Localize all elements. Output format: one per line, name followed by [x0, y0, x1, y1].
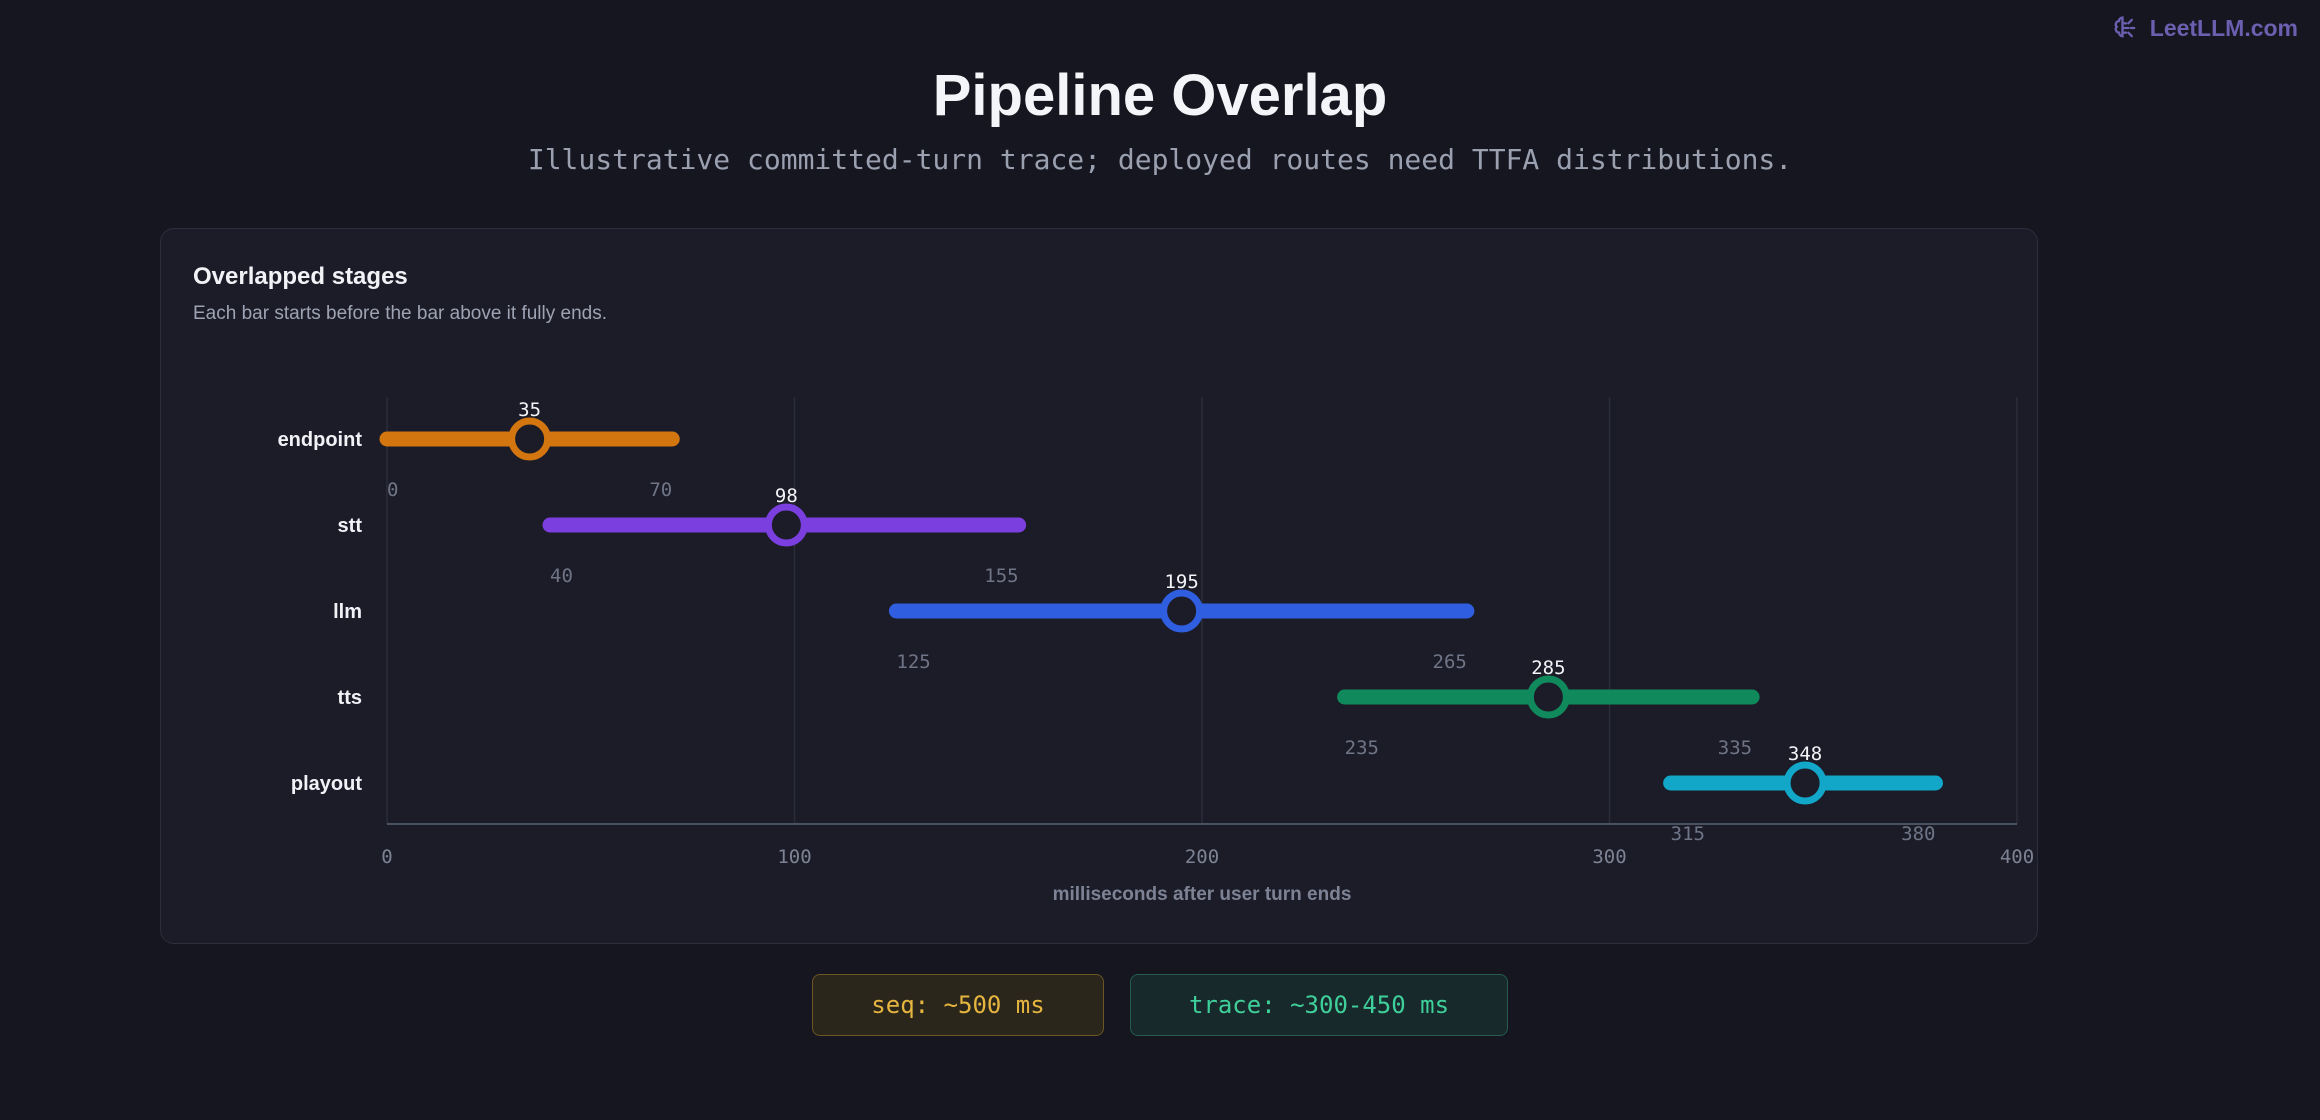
stage-marker-label-llm: 195	[1164, 571, 1198, 593]
x-axis-label: milliseconds after user turn ends	[1053, 884, 1352, 905]
x-tick-label-400: 400	[2000, 846, 2034, 868]
page-subtitle: Illustrative committed-turn trace; deplo…	[527, 143, 1793, 176]
stage-label-stt: stt	[338, 515, 363, 537]
stage-start-label-stt: 40	[550, 565, 573, 587]
stage-label-endpoint: endpoint	[278, 429, 363, 451]
stage-start-label-tts: 235	[1345, 737, 1379, 759]
stage-start-label-playout: 315	[1671, 823, 1705, 845]
stage-start-label-llm: 125	[896, 651, 930, 673]
stage-end-label-stt: 155	[984, 565, 1018, 587]
stage-marker-label-stt: 98	[775, 485, 798, 507]
stage-marker-label-endpoint: 35	[518, 399, 541, 421]
x-tick-label-200: 200	[1185, 846, 1219, 868]
stage-marker-endpoint	[508, 417, 552, 461]
stage-marker-label-playout: 348	[1788, 743, 1822, 765]
stage-marker-playout	[1783, 761, 1827, 805]
seq-latency-badge: seq: ~500 ms	[812, 974, 1104, 1036]
x-tick-label-100: 100	[777, 846, 811, 868]
x-tick-label-0: 0	[381, 846, 392, 868]
stage-end-label-tts: 335	[1718, 737, 1752, 759]
stage-marker-llm	[1160, 589, 1204, 633]
trace-latency-badge: trace: ~300-450 ms	[1130, 974, 1508, 1036]
stage-label-llm: llm	[333, 601, 362, 623]
page-title: Pipeline Overlap	[932, 63, 1388, 128]
stage-label-playout: playout	[291, 773, 362, 795]
brand-name: LeetLLM.com	[2149, 14, 2298, 41]
summary-pills: seq: ~500 ms trace: ~300-450 ms	[0, 974, 2320, 1036]
brand-logo[interactable]: LeetLLM.com	[2112, 14, 2298, 42]
stage-end-label-endpoint: 70	[649, 479, 672, 501]
stage-label-tts: tts	[338, 687, 362, 709]
card-subtitle: Each bar starts before the bar above it …	[193, 303, 608, 324]
brain-icon	[2114, 16, 2136, 38]
chart-card: Overlapped stages Each bar starts before…	[160, 228, 2038, 944]
stage-end-label-llm: 265	[1433, 651, 1467, 673]
card-title: Overlapped stages	[193, 263, 408, 290]
stage-marker-stt	[764, 503, 808, 547]
stage-marker-tts	[1526, 675, 1570, 719]
stage-start-label-endpoint: 0	[387, 479, 398, 501]
stage-end-label-playout: 380	[1901, 823, 1935, 845]
stage-marker-label-tts: 285	[1531, 657, 1565, 679]
x-tick-label-300: 300	[1592, 846, 1626, 868]
